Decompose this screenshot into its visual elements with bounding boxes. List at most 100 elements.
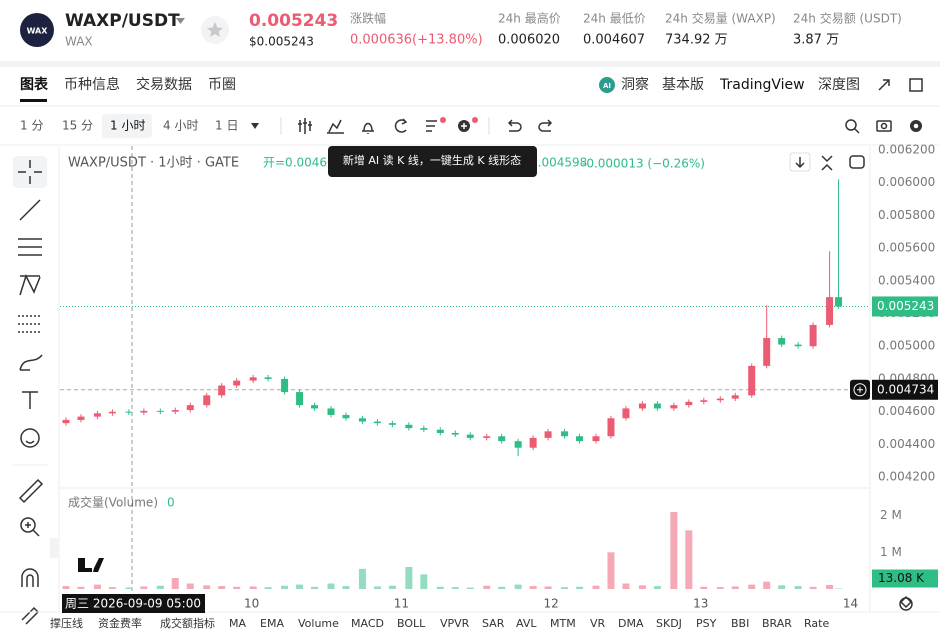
volume-bar: [358, 568, 366, 589]
interval-dropdown[interactable]: [251, 123, 259, 129]
indicator-icon[interactable]: [327, 119, 344, 134]
camera-icon[interactable]: [876, 120, 892, 132]
magnet-tool[interactable]: [21, 568, 39, 587]
brush-tool[interactable]: [19, 354, 43, 371]
interval[interactable]: 1 小时: [110, 119, 145, 133]
indicator-tab[interactable]: SKDJ: [656, 617, 682, 630]
indicator-tab[interactable]: BRAR: [762, 617, 792, 630]
candle-body: [466, 434, 474, 438]
emoji-tool[interactable]: [20, 428, 40, 448]
indicator-tab[interactable]: MTM: [550, 617, 576, 630]
change-label: 涨跌幅: [350, 11, 386, 26]
candle-body: [125, 411, 133, 413]
replay-icon[interactable]: [394, 118, 408, 133]
indicator-tab[interactable]: 成交额指标: [160, 616, 215, 630]
channel-tool[interactable]: [18, 238, 42, 256]
indicator-tab[interactable]: PSY: [696, 617, 717, 630]
candle-body: [607, 418, 615, 437]
ruler-tool[interactable]: [18, 478, 44, 504]
indicator-tab[interactable]: Rate: [804, 617, 829, 630]
indicator-tab[interactable]: MA: [229, 617, 246, 630]
indicator-tab[interactable]: DMA: [618, 617, 644, 630]
tab[interactable]: 币圈: [208, 77, 236, 93]
indicator-tab[interactable]: 撑压线: [50, 616, 83, 630]
ai-kline-icon[interactable]: [426, 120, 437, 132]
indicator-tab[interactable]: VR: [590, 617, 606, 630]
collapse-toolbar[interactable]: [50, 538, 58, 558]
collapse-icon[interactable]: [821, 155, 833, 171]
trendline-tool[interactable]: [19, 199, 41, 221]
zoom-tool[interactable]: [20, 517, 36, 533]
view-tab[interactable]: 基本版: [662, 76, 704, 93]
volume-bar: [296, 584, 304, 589]
volume-bar: [451, 587, 459, 589]
text-tool[interactable]: [22, 391, 38, 409]
indicator-tab[interactable]: MACD: [351, 617, 384, 630]
interval[interactable]: 15 分: [62, 119, 93, 133]
crosshair-price-box: [872, 379, 938, 400]
add-badge: [472, 117, 478, 123]
volume-bar: [638, 585, 646, 589]
crosshair-tool[interactable]: [18, 160, 42, 184]
interval[interactable]: 1 日: [215, 119, 238, 133]
fib-tool[interactable]: [18, 315, 42, 333]
candle-body: [327, 408, 335, 415]
price-tick-label: 0.004200: [878, 470, 935, 484]
fullscreen-icon[interactable]: [878, 79, 890, 91]
indicator-tab[interactable]: SAR: [482, 617, 505, 630]
volume-bar: [186, 583, 194, 589]
eraser-tool[interactable]: [21, 606, 40, 625]
volume-bar: [436, 586, 444, 589]
candle-body: [731, 395, 739, 399]
refresh-icon[interactable]: [849, 155, 865, 169]
redo-icon[interactable]: [538, 119, 553, 132]
view-tab[interactable]: TradingView: [719, 77, 805, 93]
volume-bar: [670, 512, 678, 589]
indicator-tab[interactable]: BBI: [731, 617, 749, 630]
crosshair-price-label: 0.004734: [877, 382, 934, 396]
price-tick-label: 0.004600: [878, 404, 935, 418]
indicator-tab[interactable]: AVL: [516, 617, 537, 630]
crosshair-time-label: 周三 2026-09-09 05:00: [65, 597, 201, 611]
candle-body: [809, 324, 817, 347]
alert-icon[interactable]: [362, 122, 374, 135]
volume-marker-box: [872, 569, 938, 588]
indicator-tab[interactable]: EMA: [260, 617, 284, 630]
candle-body: [826, 297, 834, 325]
volume-bar: [171, 578, 179, 589]
layout-icon[interactable]: [909, 78, 923, 92]
price-tick-label: 0.006000: [878, 175, 935, 189]
time-tick-label: 11: [394, 597, 409, 611]
tab[interactable]: 交易数据: [136, 76, 192, 93]
tab[interactable]: 图表: [20, 76, 49, 93]
volume-bar: [529, 586, 537, 589]
indicator-tab[interactable]: Volume: [298, 617, 339, 630]
indicator-tab[interactable]: VPVR: [440, 617, 470, 630]
time-tick-label: 13: [693, 597, 708, 611]
view-tab[interactable]: 深度图: [818, 77, 860, 93]
insight-icon: [599, 77, 615, 93]
search-icon-handle: [854, 128, 860, 134]
volume-bar: [218, 586, 226, 589]
volume-bar: [342, 586, 350, 589]
volume-bar: [420, 574, 428, 589]
pair-name[interactable]: WAXP/USDT: [65, 11, 180, 31]
undo-icon[interactable]: [507, 119, 522, 132]
candle-body: [576, 436, 584, 442]
tab[interactable]: 币种信息: [64, 76, 120, 93]
pattern-tool[interactable]: [19, 274, 41, 296]
interval[interactable]: 4 小时: [163, 119, 198, 133]
volume-bar: [466, 587, 474, 589]
stat-label: 24h 交易额 (USDT): [793, 11, 902, 26]
candle-body: [700, 400, 708, 402]
indicator-tab[interactable]: BOLL: [397, 617, 426, 630]
indicator-tab[interactable]: 资金费率: [98, 616, 142, 630]
search-icon[interactable]: [845, 119, 857, 131]
view-tab[interactable]: 洞察: [621, 76, 649, 93]
pair-dropdown[interactable]: [176, 18, 185, 24]
candle-body: [171, 410, 179, 412]
interval[interactable]: 1 分: [20, 119, 43, 133]
volume-bar: [561, 587, 569, 589]
candle-type-icon[interactable]: [298, 118, 312, 134]
candle-body: [638, 403, 646, 409]
